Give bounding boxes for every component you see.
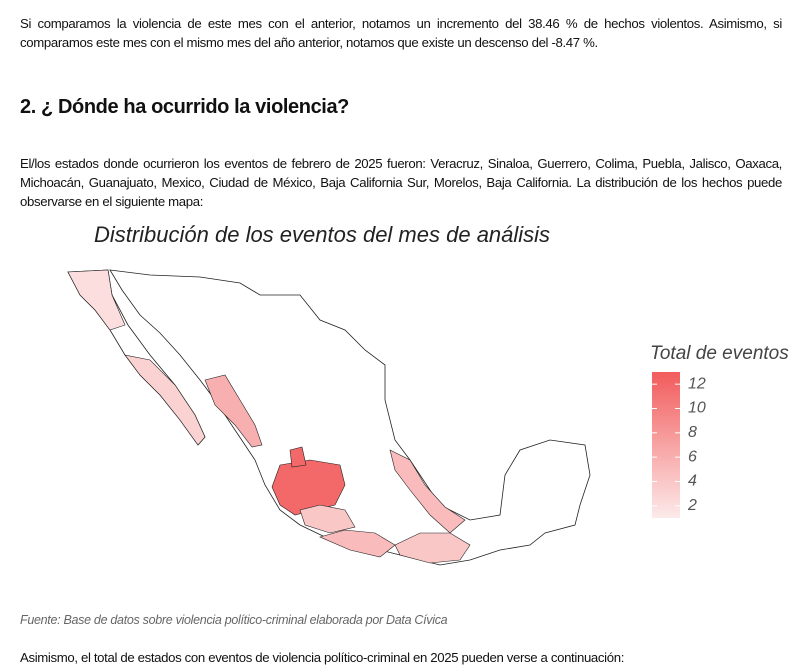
state-region — [67, 269, 126, 331]
colorbar — [652, 372, 680, 518]
map-title: Distribución de los eventos del mes de a… — [94, 222, 550, 247]
legend-tick-label: 10 — [688, 400, 706, 417]
mainland-outline — [109, 269, 591, 566]
legend-title: Total de eventos — [650, 343, 789, 364]
map-chart: Distribución de los eventos del mes de a… — [67, 222, 789, 566]
body-text: El/los estados donde ocurrieron los even… — [20, 156, 782, 209]
source-note: Fuente: Base de datos sobre violencia po… — [20, 613, 448, 627]
legend-tick-label: 8 — [688, 424, 697, 441]
state-region — [389, 449, 466, 534]
state-region — [394, 532, 471, 564]
legend-tick-label: 6 — [688, 448, 697, 465]
state-region — [204, 374, 263, 448]
section-heading: 2. ¿ Dónde ha ocurrido la violencia? — [20, 96, 349, 118]
state-region — [124, 354, 206, 446]
regions — [67, 269, 471, 564]
legend-tick-label: 12 — [688, 375, 706, 392]
state-region — [289, 446, 307, 468]
legend-tick-label: 2 — [687, 497, 697, 514]
state-region — [299, 504, 356, 534]
intro-text: Si comparamos la violencia de este mes c… — [20, 16, 782, 50]
closing-text: Asimismo, el total de estados con evento… — [20, 650, 625, 665]
legend-tick-label: 4 — [688, 473, 697, 490]
